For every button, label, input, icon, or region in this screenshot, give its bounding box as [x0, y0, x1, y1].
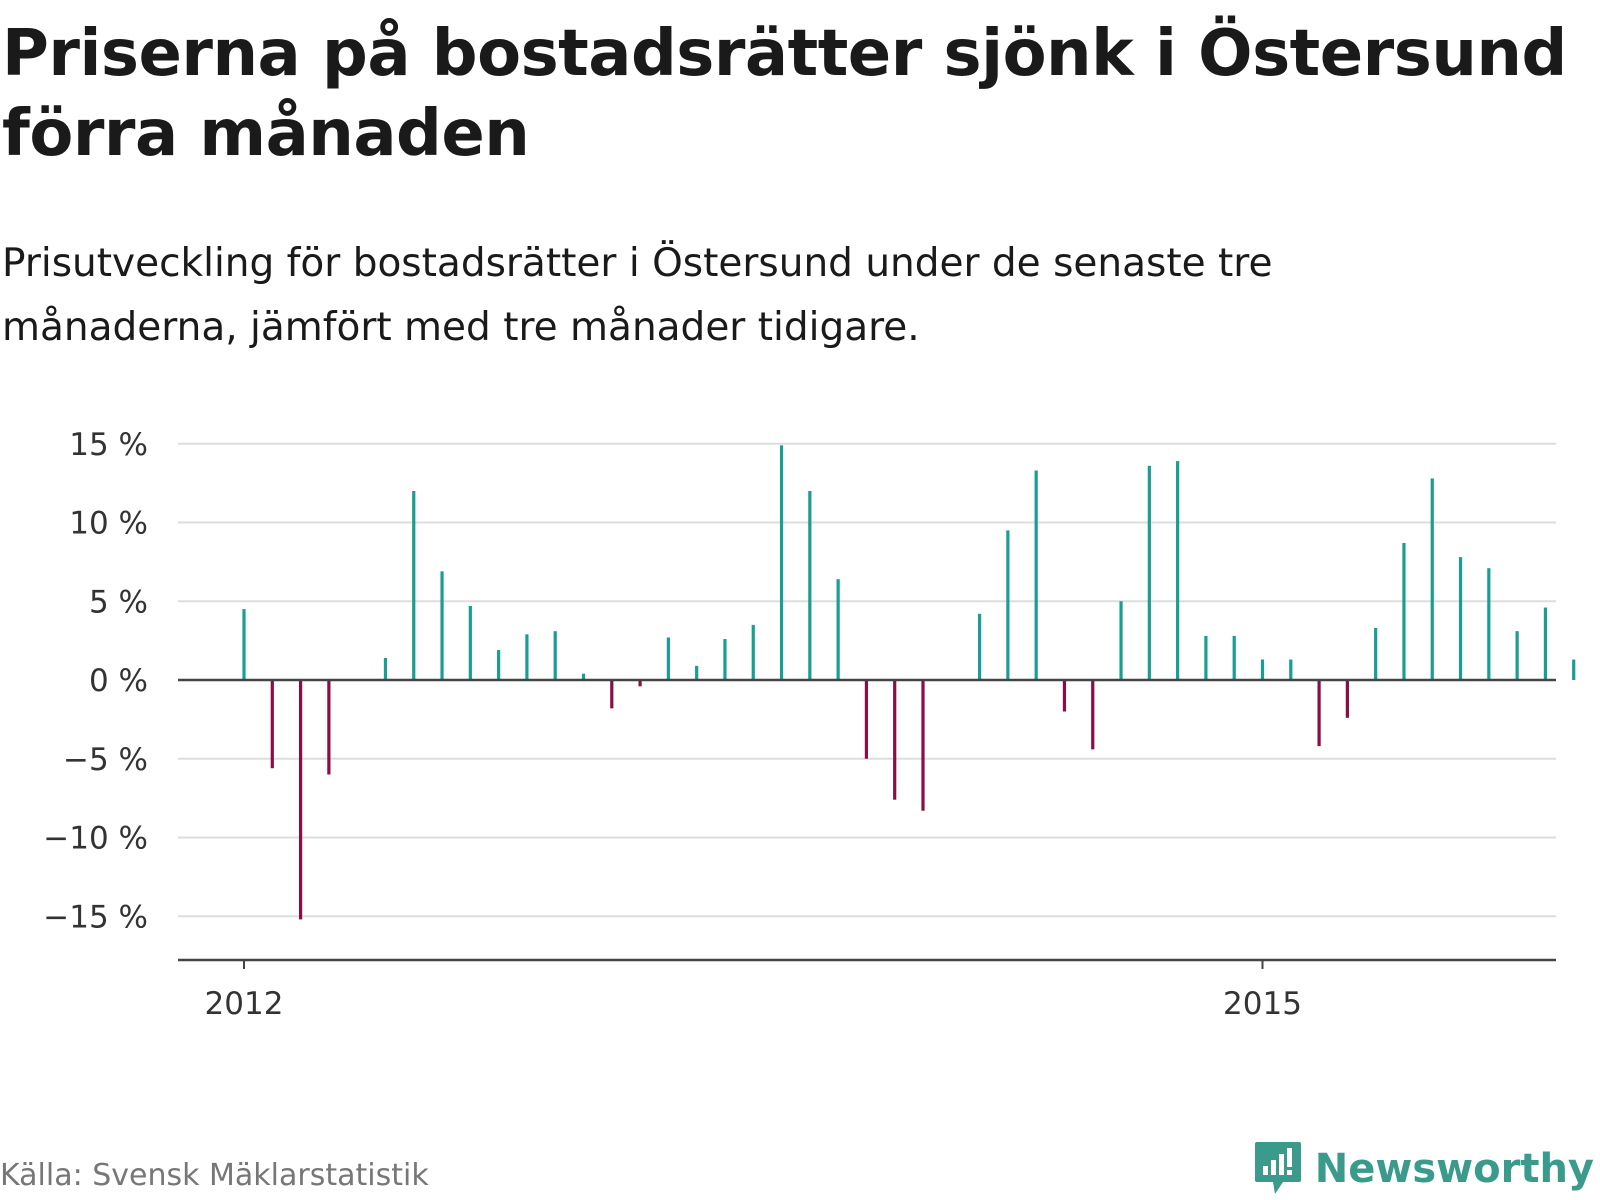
bar [270, 680, 274, 769]
bar [1458, 557, 1463, 680]
bar [921, 680, 925, 811]
bar [1204, 635, 1208, 680]
bar [1260, 659, 1265, 680]
brand-name: Newsworthy [1314, 1146, 1594, 1192]
bar [298, 680, 303, 920]
bar [1374, 628, 1378, 680]
y-axis-ticks: 15 % 10 % 5 % 0 % −5 % −10 % −15 % [43, 427, 148, 936]
bar [1176, 461, 1180, 680]
y-tick-label: 5 % [89, 584, 148, 620]
bar [864, 680, 869, 759]
bar [1572, 659, 1576, 680]
y-tick-label: 0 % [89, 663, 148, 699]
x-tick-label: 2015 [1223, 986, 1302, 1022]
bar [1430, 478, 1434, 680]
y-tick-label: −10 % [43, 821, 148, 857]
bar [581, 673, 586, 680]
bar [779, 445, 784, 680]
bar [1317, 680, 1321, 747]
gridlines [178, 442, 1556, 918]
bar [723, 639, 727, 680]
bar [1006, 530, 1010, 680]
y-tick-label: 10 % [69, 506, 148, 542]
bar [1062, 680, 1067, 712]
bar [497, 650, 501, 680]
bar [977, 613, 982, 680]
bar [242, 609, 246, 680]
brand-logo: Newsworthy [1253, 1140, 1594, 1198]
y-tick-label: −5 % [63, 742, 148, 778]
bar [1487, 568, 1491, 680]
bar [1402, 542, 1406, 680]
bar [468, 605, 472, 680]
bar [327, 680, 331, 775]
x-tick-label: 2012 [205, 986, 284, 1022]
bar [695, 665, 699, 680]
bar [440, 571, 444, 680]
newsworthy-logo-icon [1254, 1142, 1301, 1194]
chart-title: Priserna på bostadsrätter sjönk i Östers… [2, 17, 1567, 171]
bar [638, 680, 642, 687]
bar [1034, 470, 1038, 680]
bar [383, 657, 388, 680]
bar [412, 491, 416, 680]
source-note: Källa: Svensk Mäklarstatistik [0, 1158, 429, 1193]
bar [610, 680, 614, 709]
bar [808, 491, 812, 680]
chart-subtitle: Prisutveckling för bostadsrätter i Öster… [2, 241, 1273, 350]
bar [1345, 680, 1349, 718]
bar [1515, 631, 1519, 680]
bar [1091, 680, 1095, 750]
y-tick-label: 15 % [69, 427, 148, 463]
bar [666, 637, 670, 680]
bar [1147, 465, 1151, 680]
bar [751, 624, 755, 680]
bar [893, 680, 897, 800]
bar [553, 631, 557, 680]
x-axis-ticks: 20122015201820212023 [205, 960, 1302, 1022]
bar [1543, 607, 1548, 680]
bar [1119, 601, 1123, 680]
axes [178, 678, 1556, 962]
y-tick-label: −15 % [43, 899, 148, 935]
bar [836, 579, 840, 680]
bar [1289, 659, 1293, 680]
bar [525, 634, 529, 680]
bar [1232, 635, 1236, 680]
bar-chart: 15 %10 %5 %0 %−5 %−10 %−15 % 20122015201… [43, 427, 1576, 1022]
bars [242, 445, 1576, 920]
